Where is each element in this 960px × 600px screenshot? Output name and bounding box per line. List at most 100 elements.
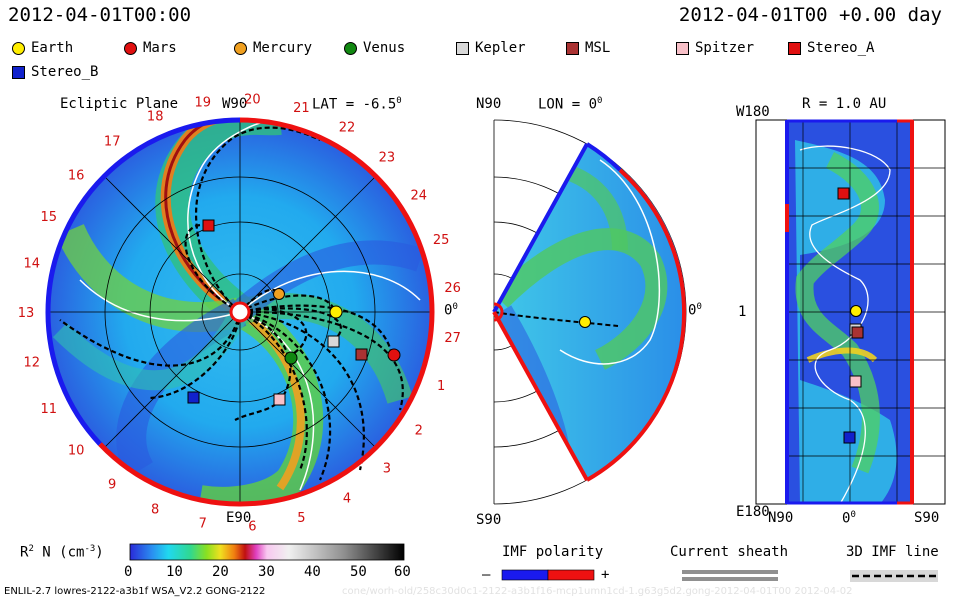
carrington-number: 17 [104, 134, 121, 149]
ecliptic-plane: 19 20212223242526271234567891011121314151… [18, 92, 461, 534]
meridional-bottom-label: S90 [476, 512, 502, 528]
carrington-number: 16 [68, 168, 85, 183]
carrington-number: 15 [41, 210, 58, 225]
legend-item-msl: MSL [566, 40, 610, 56]
density-arms [52, 120, 424, 504]
carrington-number: 1 [437, 379, 445, 394]
spitzer-marker-icon [676, 41, 689, 55]
imf-line-title: 3D IMF line [846, 544, 939, 560]
sphere-current-sheath [799, 145, 891, 505]
legend-item-spitzer: Spitzer [676, 40, 754, 56]
sphere-stereo-a-marker [837, 187, 850, 200]
kepler-marker-icon [456, 41, 469, 55]
imf-line-sample-bg [850, 570, 938, 582]
colorbar-tick-50: 50 [350, 564, 367, 580]
ecliptic-top-label: W90 [222, 96, 248, 112]
imf-field-lines [59, 126, 404, 481]
sphere-top-left-label: W180 [736, 104, 770, 120]
footer-right: cone/worh-old/258c30d0c1-2122-a3b1f16-mc… [342, 586, 853, 597]
sphere-title: R = 1.0 AU [802, 96, 887, 112]
carrington-number: 12 [24, 355, 41, 370]
colorbar-tick-40: 40 [304, 564, 321, 580]
carrington-number: 8 [151, 503, 159, 518]
sphere-x-label-n90: N90 [768, 510, 794, 526]
carrington-number: 21 [293, 101, 310, 116]
carrington-number: 10 [68, 444, 85, 459]
carrington-number: 26 [444, 281, 461, 296]
meridional-plane [492, 119, 687, 505]
sun-icon [229, 301, 251, 323]
legend-item-earth: Earth [12, 40, 73, 56]
legend-item-stereo-b: Stereo_B [12, 64, 98, 80]
imf-positive-swatch [547, 569, 595, 581]
colorbar-tick-0: 0 [124, 564, 133, 580]
right-title: 2012-04-01T00 +0.00 day [678, 4, 942, 26]
sphere-x-label-s90: S90 [914, 510, 940, 526]
stereo-b-marker-icon [12, 65, 25, 79]
colorbar-label: R2 N (cm-3) [20, 544, 104, 561]
carrington-number: 11 [41, 402, 58, 417]
carrington-number: 5 [297, 511, 305, 526]
current-sheath-title: Current sheath [670, 544, 789, 560]
meridional-right-label: 00 [688, 302, 702, 319]
msl-marker [355, 348, 368, 361]
carrington-number: 18 [147, 110, 164, 125]
meridional-upper-edge [492, 143, 589, 313]
sphere-grid [787, 120, 945, 504]
legend-item-kepler: Kepler [456, 40, 526, 56]
imf-minus-label: – [482, 567, 491, 583]
carrington-number: 25 [433, 233, 450, 248]
venus-marker [284, 351, 298, 365]
sphere-mid-left-label: 1 [738, 304, 747, 320]
legend-item-mars: Mars [124, 40, 177, 56]
stereo-a-marker-icon [788, 41, 801, 55]
imf-negative-swatch [501, 569, 549, 581]
imf-plus-label: + [601, 567, 610, 583]
ecliptic-bottom-label: E90 [226, 510, 252, 526]
carrington-number: 24 [411, 188, 428, 203]
venus-marker-icon [344, 41, 357, 55]
ecliptic-polarity-ring-negative [45, 117, 241, 446]
carrington-number: 6 [248, 520, 256, 535]
sphere-bottom-left-label: E180 [736, 504, 770, 520]
carrington-number: 9 [108, 478, 116, 493]
colorbar [129, 543, 405, 561]
ecliptic-polarity-ring-positive [98, 117, 435, 507]
earth-marker-icon [12, 41, 25, 55]
carrington-number: 27 [444, 331, 461, 346]
sphere-stereo-b-marker [843, 431, 856, 444]
lat-label: LAT = -6.50 [312, 96, 402, 113]
colorbar-tick-60: 60 [394, 564, 411, 580]
carrington-number: 3 [383, 462, 391, 477]
carrington-number: 20 [244, 92, 261, 107]
carrington-number: 7 [199, 517, 207, 532]
lon-label: LON = 00 [538, 96, 603, 113]
current-sheath-sample-bottom [682, 577, 778, 581]
ecliptic-title: Ecliptic Plane [60, 96, 179, 112]
earth-marker [329, 305, 343, 319]
carrington-number: 4 [343, 491, 351, 506]
carrington-numbers: 19 20212223242526271234567891011121314151… [18, 92, 461, 534]
current-sheath-sample-top [682, 570, 778, 574]
colorbar-tick-10: 10 [166, 564, 183, 580]
carrington-number: 13 [18, 306, 35, 321]
meridional-top-label: N90 [476, 96, 502, 112]
mercury-marker-icon [234, 41, 247, 55]
carrington-number: 14 [24, 257, 41, 272]
mars-marker-icon [124, 41, 137, 55]
sphere-earth-marker [850, 305, 862, 317]
meridional-earth-marker [579, 316, 591, 328]
sphere-x-label-0: 00 [842, 510, 856, 527]
left-title: 2012-04-01T00:00 [8, 4, 192, 26]
meridional-lower-edge [492, 311, 589, 481]
mercury-marker [273, 288, 285, 300]
spitzer-marker [273, 393, 286, 406]
legend-item-venus: Venus [344, 40, 405, 56]
legend-item-mercury: Mercury [234, 40, 312, 56]
kepler-marker [327, 335, 340, 348]
carrington-number: 19 [195, 95, 212, 110]
meridional-sheath [559, 159, 661, 365]
sphere-map [755, 119, 946, 505]
carrington-number: 22 [339, 121, 356, 136]
